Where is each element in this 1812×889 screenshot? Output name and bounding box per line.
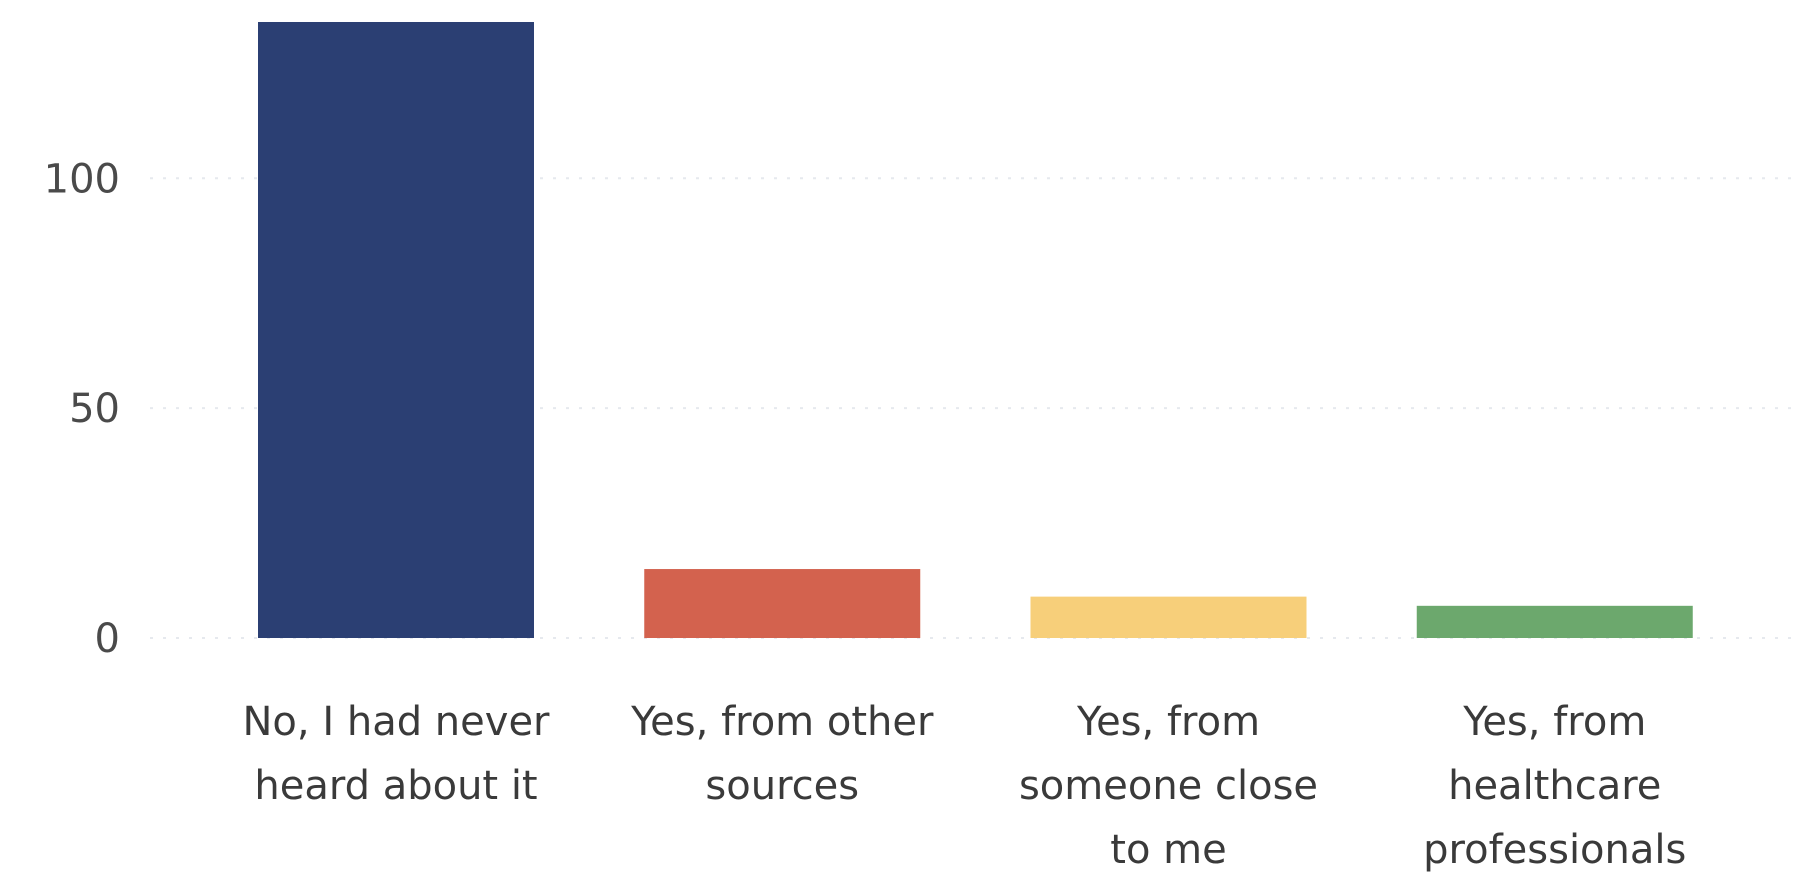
x-tick-label: Yes, from (1462, 699, 1646, 745)
x-tick-label: healthcare (1448, 763, 1661, 809)
x-tick-label: heard about it (254, 763, 537, 809)
x-tick-label: to me (1110, 827, 1226, 873)
bar (1030, 596, 1307, 638)
x-axis: No, I had never heard about it Yes, from o… (243, 699, 1687, 873)
bars (258, 22, 1693, 638)
x-tick-label: Yes, from other (630, 699, 934, 745)
bar (644, 569, 921, 638)
x-tick-label: No, I had never (243, 699, 551, 745)
x-tick-label: professionals (1423, 827, 1686, 873)
x-tick-label: sources (705, 763, 859, 809)
bar (1416, 605, 1693, 638)
y-tick-label: 0 (95, 616, 120, 662)
x-tick-label: Yes, from (1076, 699, 1260, 745)
bar (258, 22, 534, 638)
x-tick-label: someone close (1019, 763, 1318, 809)
y-tick-label: 50 (69, 386, 120, 432)
y-tick-label: 100 (44, 156, 120, 202)
y-axis: 0 50 100 (44, 156, 120, 662)
